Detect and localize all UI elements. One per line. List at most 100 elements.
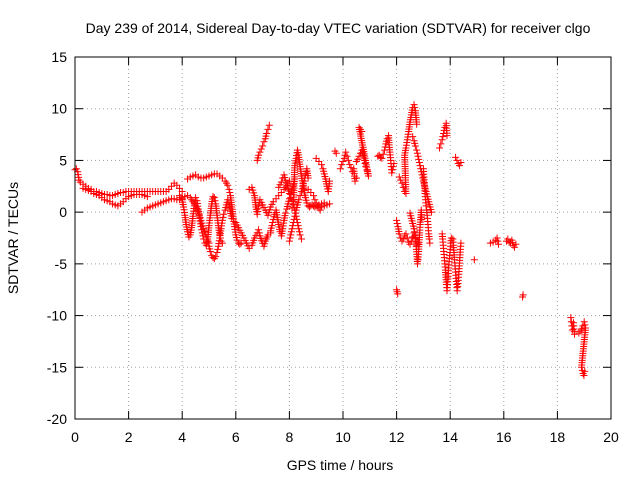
data-point [389, 163, 397, 171]
data-point [288, 225, 296, 233]
data-point [453, 287, 461, 295]
data-point [578, 325, 586, 333]
data-point [394, 290, 402, 298]
data-point [416, 162, 424, 170]
data-point [178, 187, 186, 195]
x-tick-labels: 0 2 4 6 8 10 12 14 16 18 20 [71, 429, 619, 445]
data-point [259, 142, 267, 150]
data-point [312, 199, 320, 207]
y-tick-label: 0 [59, 204, 67, 220]
data-point [326, 200, 334, 208]
data-point [422, 202, 430, 210]
data-point [395, 173, 403, 181]
x-tick-label: 14 [442, 429, 458, 445]
data-point [291, 209, 299, 217]
data-point [198, 229, 206, 237]
data-point [199, 232, 207, 240]
data-point [494, 240, 502, 248]
data-point [383, 135, 391, 143]
data-point [256, 148, 264, 156]
x-tick-label: 2 [125, 429, 133, 445]
data-point [332, 149, 340, 157]
data-point [418, 215, 426, 223]
data-point [224, 181, 232, 189]
data-point [493, 234, 501, 242]
data-point [453, 156, 461, 164]
data-point [260, 138, 268, 146]
data-point [435, 144, 443, 152]
data-point [255, 151, 263, 159]
data-point [213, 248, 221, 256]
data-point [291, 212, 299, 220]
data-point [218, 216, 226, 224]
data-point [426, 239, 434, 247]
y-axis-label: SDTVAR / TECUs [5, 182, 21, 294]
data-point [316, 206, 324, 214]
data-point [226, 188, 234, 196]
data-point [351, 177, 359, 185]
data-point [304, 174, 312, 182]
y-tick-label: -15 [47, 359, 67, 375]
y-tick-label: 5 [59, 152, 67, 168]
data-point [437, 140, 445, 148]
data-point [441, 123, 449, 131]
data-point [402, 230, 410, 238]
data-point [281, 209, 289, 217]
data-point [287, 228, 295, 236]
data-point [257, 145, 265, 153]
data-point [288, 204, 296, 212]
x-axis-label: GPS time / hours [287, 457, 394, 473]
data-point [285, 237, 293, 245]
data-point [398, 179, 406, 187]
x-tick-label: 10 [335, 429, 351, 445]
data-point [288, 197, 296, 205]
data-point [457, 158, 465, 166]
data-point [403, 234, 411, 242]
data-point [580, 318, 588, 326]
data-point [233, 236, 241, 244]
data-points [71, 101, 590, 380]
data-point [310, 192, 318, 200]
data-point [512, 240, 520, 248]
data-point [209, 193, 217, 201]
data-point [406, 240, 414, 248]
data-point [224, 196, 232, 204]
data-point [297, 235, 305, 243]
data-point [286, 234, 294, 242]
data-point [287, 231, 295, 239]
data-point [236, 240, 244, 248]
data-point [197, 223, 205, 231]
data-point [399, 235, 407, 243]
data-point [414, 152, 422, 160]
x-tick-label: 8 [286, 429, 294, 445]
data-point [358, 127, 366, 135]
data-point [255, 229, 263, 237]
x-tick-label: 6 [232, 429, 240, 445]
data-point [303, 199, 311, 207]
data-point [344, 156, 352, 164]
data-point [302, 168, 310, 176]
data-point [581, 367, 589, 375]
data-point [395, 230, 403, 238]
data-point [389, 166, 397, 174]
data-point [580, 372, 588, 380]
data-point [72, 165, 80, 173]
y-tick-label: 10 [51, 101, 67, 117]
data-point [411, 142, 419, 150]
data-point [263, 130, 271, 138]
data-point [265, 121, 273, 129]
data-point [511, 243, 519, 251]
data-point [443, 132, 451, 140]
data-point [425, 235, 433, 243]
data-point [519, 291, 527, 299]
data-point [413, 120, 421, 128]
data-point [290, 215, 298, 223]
y-tick-label: -20 [47, 411, 67, 427]
data-point [210, 194, 218, 202]
data-point [411, 228, 419, 236]
data-point [413, 146, 421, 154]
data-point [456, 162, 464, 170]
data-point [219, 213, 227, 221]
data-point [289, 222, 297, 230]
axis-ticks [74, 56, 612, 420]
